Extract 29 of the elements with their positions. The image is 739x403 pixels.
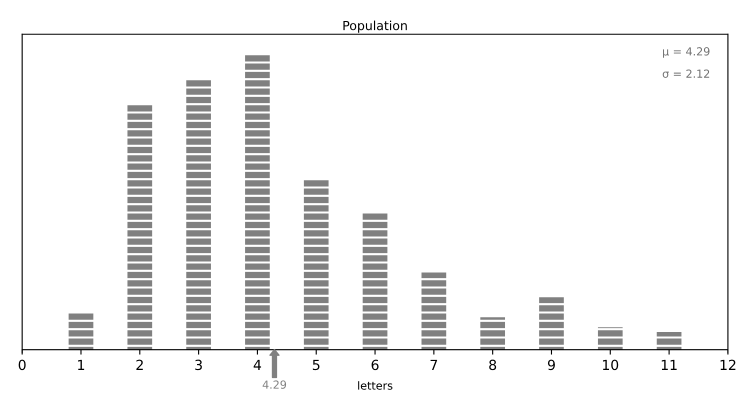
annotation: 4.29 xyxy=(262,380,286,389)
annotation: σ = 2.12 xyxy=(662,69,710,78)
chart-title: Population xyxy=(343,20,407,33)
x-tick-label: 1 xyxy=(78,360,84,370)
x-tick-label: 0 xyxy=(18,360,26,370)
x-tick-label: 11 xyxy=(662,360,677,370)
bar xyxy=(68,312,94,350)
bar xyxy=(304,178,329,350)
x-tick-label: 6 xyxy=(372,360,379,370)
bar xyxy=(656,332,682,350)
bar xyxy=(186,80,211,350)
x-tick-label: 8 xyxy=(489,360,496,370)
x-tick-label: 3 xyxy=(195,360,202,370)
bar xyxy=(422,272,446,350)
x-tick-label: 4 xyxy=(254,360,262,370)
x-tick-label: 7 xyxy=(430,360,438,370)
bar xyxy=(127,104,152,350)
bar xyxy=(598,327,623,350)
x-axis-title: letters xyxy=(358,381,392,390)
x-tick-label: 9 xyxy=(548,360,555,370)
bar xyxy=(362,213,388,350)
annotation: μ = 4.29 xyxy=(663,47,710,58)
bar xyxy=(480,317,506,350)
x-tick-label: 12 xyxy=(720,360,736,370)
x-tick-label: 5 xyxy=(312,360,320,370)
bar xyxy=(539,297,564,350)
bar xyxy=(245,54,270,350)
x-tick-label: 2 xyxy=(136,360,143,370)
x-tick-label: 10 xyxy=(602,360,618,370)
